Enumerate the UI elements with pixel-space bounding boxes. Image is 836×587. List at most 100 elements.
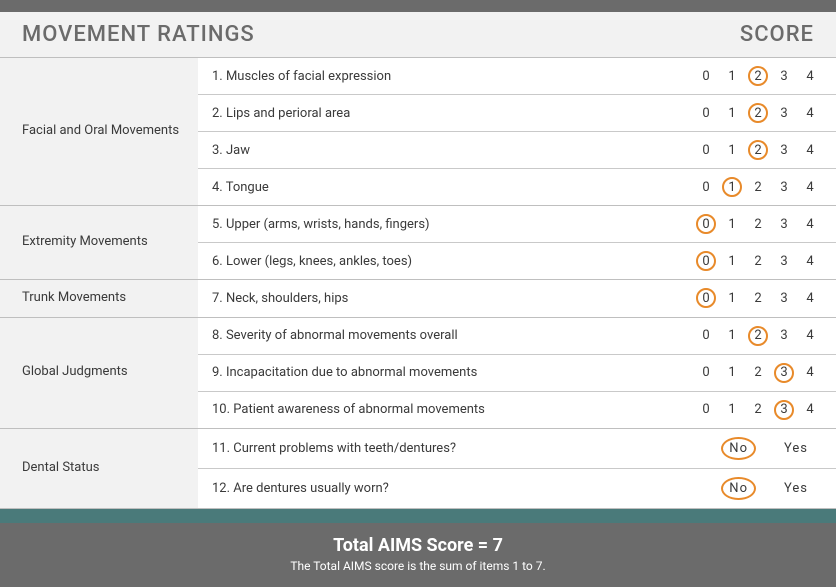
score-option[interactable]: 3 [774, 214, 794, 234]
score-option[interactable]: 1 [722, 363, 742, 383]
header-score-label: SCORE [740, 22, 814, 47]
score-option[interactable]: 4 [800, 288, 820, 308]
score-option[interactable]: 4 [800, 363, 820, 383]
score-option[interactable]: 2 [748, 177, 768, 197]
section: Dental Status11. Current problems with t… [0, 429, 836, 509]
score-option[interactable]: 1 [722, 288, 742, 308]
score-option[interactable]: 0 [696, 251, 716, 271]
header: MOVEMENT RATINGS SCORE [0, 12, 836, 58]
score-option[interactable]: 1 [722, 251, 742, 271]
score-option[interactable]: 3 [774, 363, 794, 383]
score-option[interactable]: 2 [748, 326, 768, 346]
score-option[interactable]: 1 [722, 140, 742, 160]
row-label: 5. Upper (arms, wrists, hands, fingers) [212, 217, 696, 232]
score-option[interactable]: 2 [748, 363, 768, 383]
header-title: MOVEMENT RATINGS [22, 22, 255, 47]
score-option[interactable]: 0 [696, 400, 716, 420]
score-option[interactable]: 1 [722, 103, 742, 123]
section-rows: 7. Neck, shoulders, hips01234 [198, 280, 836, 317]
score-options: 01234 [696, 326, 820, 346]
score-option[interactable]: 4 [800, 103, 820, 123]
score-option[interactable]: 0 [696, 177, 716, 197]
score-option[interactable]: 2 [748, 400, 768, 420]
section-label: Facial and Oral Movements [0, 58, 198, 205]
row-label: 9. Incapacitation due to abnormal moveme… [212, 365, 696, 380]
score-option[interactable]: 0 [696, 103, 716, 123]
score-option[interactable]: 4 [800, 66, 820, 86]
score-option[interactable]: 3 [774, 400, 794, 420]
score-option[interactable]: 2 [748, 103, 768, 123]
score-option[interactable]: 2 [748, 140, 768, 160]
rating-row: 4. Tongue01234 [198, 169, 836, 205]
score-option[interactable]: 0 [696, 66, 716, 86]
footer-title: Total AIMS Score = 7 [0, 535, 836, 556]
ratings-table: Facial and Oral Movements1. Muscles of f… [0, 58, 836, 509]
row-label: 1. Muscles of facial expression [212, 69, 696, 84]
score-option[interactable]: 1 [722, 214, 742, 234]
score-option[interactable]: 1 [722, 326, 742, 346]
section-label: Dental Status [0, 429, 198, 508]
section-rows: 5. Upper (arms, wrists, hands, fingers)0… [198, 206, 836, 279]
score-option[interactable]: 0 [696, 326, 716, 346]
row-label: 6. Lower (legs, knees, ankles, toes) [212, 254, 696, 269]
score-option[interactable]: 0 [696, 363, 716, 383]
row-label: 3. Jaw [212, 143, 696, 158]
section-label: Trunk Movements [0, 280, 198, 317]
rating-row: 9. Incapacitation due to abnormal moveme… [198, 355, 836, 392]
rating-row: 1. Muscles of facial expression01234 [198, 58, 836, 95]
rating-row: 7. Neck, shoulders, hips01234 [198, 280, 836, 316]
teal-bar [0, 509, 836, 523]
score-option[interactable]: 4 [800, 326, 820, 346]
score-option[interactable]: 2 [748, 214, 768, 234]
rating-row: 11. Current problems with teeth/dentures… [198, 429, 836, 469]
row-label: 7. Neck, shoulders, hips [212, 291, 696, 306]
row-label: 8. Severity of abnormal movements overal… [212, 328, 696, 343]
score-option[interactable]: 4 [800, 251, 820, 271]
section-label: Global Judgments [0, 318, 198, 428]
yesno-options: No Yes [721, 477, 820, 500]
yesno-options: No Yes [721, 437, 820, 460]
row-label: 2. Lips and perioral area [212, 106, 696, 121]
score-option[interactable]: 3 [774, 251, 794, 271]
score-options: 01234 [696, 400, 820, 420]
score-option[interactable]: 4 [800, 400, 820, 420]
score-option[interactable]: 0 [696, 140, 716, 160]
score-option[interactable]: 1 [722, 177, 742, 197]
score-option[interactable]: 2 [748, 66, 768, 86]
score-option[interactable]: 2 [748, 251, 768, 271]
yesno-option[interactable]: No [721, 477, 756, 500]
score-options: 01234 [696, 66, 820, 86]
section: Trunk Movements7. Neck, shoulders, hips0… [0, 280, 836, 318]
score-option[interactable]: 3 [774, 66, 794, 86]
score-option[interactable]: 4 [800, 177, 820, 197]
section-label: Extremity Movements [0, 206, 198, 279]
score-option[interactable]: 4 [800, 214, 820, 234]
yesno-option[interactable]: No [721, 437, 756, 460]
score-option[interactable]: 1 [722, 400, 742, 420]
score-option[interactable]: 3 [774, 177, 794, 197]
score-option[interactable]: 4 [800, 140, 820, 160]
score-options: 01234 [696, 177, 820, 197]
score-options: 01234 [696, 363, 820, 383]
score-option[interactable]: 3 [774, 326, 794, 346]
rating-row: 2. Lips and perioral area01234 [198, 95, 836, 132]
footer: Total AIMS Score = 7 The Total AIMS scor… [0, 523, 836, 587]
section-rows: 11. Current problems with teeth/dentures… [198, 429, 836, 508]
score-options: 01234 [696, 214, 820, 234]
row-label: 4. Tongue [212, 180, 696, 195]
row-label: 12. Are dentures usually worn? [212, 481, 721, 496]
score-option[interactable]: 0 [696, 288, 716, 308]
score-option[interactable]: 3 [774, 288, 794, 308]
score-option[interactable]: 2 [748, 288, 768, 308]
score-option[interactable]: 3 [774, 103, 794, 123]
rating-row: 5. Upper (arms, wrists, hands, fingers)0… [198, 206, 836, 243]
yesno-option[interactable]: Yes [776, 437, 816, 460]
score-option[interactable]: 3 [774, 140, 794, 160]
row-label: 10. Patient awareness of abnormal moveme… [212, 402, 696, 417]
yesno-option[interactable]: Yes [776, 477, 816, 500]
score-option[interactable]: 1 [722, 66, 742, 86]
footer-subtitle: The Total AIMS score is the sum of items… [0, 559, 836, 573]
score-options: 01234 [696, 251, 820, 271]
score-option[interactable]: 0 [696, 214, 716, 234]
rating-row: 6. Lower (legs, knees, ankles, toes)0123… [198, 243, 836, 279]
